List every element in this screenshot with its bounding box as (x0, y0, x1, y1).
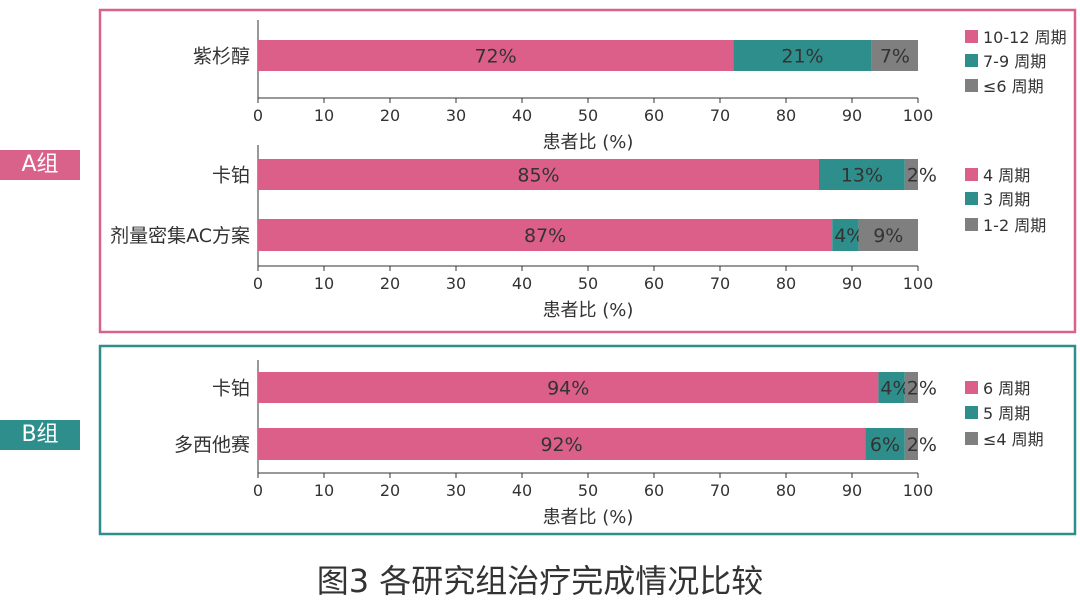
data-label: 6% (870, 434, 900, 456)
x-tick-label: 10 (314, 106, 334, 125)
data-label: 2% (907, 378, 937, 400)
legend-label: 6 周期 (983, 379, 1030, 398)
bar-segment (832, 219, 859, 251)
legend-label: 5 周期 (983, 404, 1030, 423)
group-b-box (98, 344, 1077, 536)
x-tick-label: 70 (710, 274, 730, 293)
x-tick-label: 10 (314, 481, 334, 500)
x-tick-label: 80 (776, 481, 796, 500)
group-a-box (98, 8, 1077, 334)
data-label: 72% (474, 46, 516, 68)
bar-segment (258, 40, 734, 71)
legend-label: 1-2 周期 (983, 216, 1046, 235)
bar-segment (871, 40, 918, 71)
x-tick-label: 0 (253, 274, 263, 293)
category-label: 剂量密集AC方案 (110, 225, 250, 247)
legend-swatch (965, 30, 978, 43)
group-a-label: A组 (0, 150, 80, 180)
x-axis-label: 患者比 (%) (543, 300, 634, 321)
bar-segment (904, 159, 918, 190)
legend-label: 3 周期 (983, 190, 1030, 209)
x-tick-label: 60 (644, 274, 664, 293)
legend-label: ≤4 周期 (983, 430, 1044, 449)
x-tick-label: 20 (380, 106, 400, 125)
x-tick-label: 30 (446, 481, 466, 500)
bar-segment (878, 372, 905, 403)
x-tick-label: 90 (842, 481, 862, 500)
legend-swatch (965, 381, 978, 394)
x-tick-label: 70 (710, 481, 730, 500)
bar-segment (733, 40, 872, 71)
legend-label: 7-9 周期 (983, 52, 1046, 71)
x-tick-label: 90 (842, 274, 862, 293)
x-tick-label: 60 (644, 106, 664, 125)
legend-swatch (965, 168, 978, 181)
figure-title: 图3 各研究组治疗完成情况比较 (316, 562, 764, 600)
legend-swatch (965, 192, 978, 205)
x-tick-label: 40 (512, 274, 532, 293)
x-tick-label: 100 (903, 481, 934, 500)
x-tick-label: 40 (512, 106, 532, 125)
category-label: 卡铂 (212, 378, 250, 400)
x-tick-label: 70 (710, 106, 730, 125)
x-tick-label: 0 (253, 481, 263, 500)
data-label: 13% (841, 165, 883, 187)
data-label: 7% (880, 46, 910, 68)
data-label: 92% (540, 434, 582, 456)
x-axis-label: 患者比 (%) (543, 132, 634, 153)
x-tick-label: 50 (578, 481, 598, 500)
legend-label: 4 周期 (983, 166, 1030, 185)
x-tick-label: 50 (578, 274, 598, 293)
data-label: 9% (873, 225, 903, 247)
category-label: 卡铂 (212, 165, 250, 187)
bar-segment (258, 159, 819, 190)
x-tick-label: 90 (842, 106, 862, 125)
legend-swatch (965, 218, 978, 231)
legend-swatch (965, 79, 978, 92)
data-label: 2% (907, 434, 937, 456)
x-tick-label: 100 (903, 106, 934, 125)
legend-label: ≤6 周期 (983, 77, 1044, 96)
bar-segment (258, 219, 833, 251)
x-tick-label: 60 (644, 481, 664, 500)
group-b-label: B组 (0, 420, 80, 450)
x-tick-label: 30 (446, 274, 466, 293)
x-axis-label: 患者比 (%) (543, 507, 634, 528)
x-tick-label: 40 (512, 481, 532, 500)
x-tick-label: 80 (776, 274, 796, 293)
data-label: 94% (547, 378, 589, 400)
x-tick-label: 80 (776, 106, 796, 125)
legend-swatch (965, 54, 978, 67)
category-label: 多西他赛 (174, 434, 250, 456)
data-label: 4% (880, 378, 910, 400)
x-tick-label: 30 (446, 106, 466, 125)
bar-segment (819, 159, 905, 190)
data-label: 87% (524, 225, 566, 247)
legend-swatch (965, 406, 978, 419)
data-label: 2% (907, 165, 937, 187)
data-label: 4% (834, 225, 864, 247)
data-label: 85% (517, 165, 559, 187)
x-tick-label: 0 (253, 106, 263, 125)
category-label: 紫杉醇 (193, 46, 250, 68)
bar-segment (258, 372, 879, 403)
x-tick-label: 10 (314, 274, 334, 293)
bar-segment (858, 219, 918, 251)
x-tick-label: 20 (380, 481, 400, 500)
x-tick-label: 50 (578, 106, 598, 125)
data-label: 21% (781, 46, 823, 68)
bar-segment (865, 428, 905, 460)
x-tick-label: 20 (380, 274, 400, 293)
legend-swatch (965, 432, 978, 445)
legend-label: 10-12 周期 (983, 28, 1067, 47)
bar-segment (258, 428, 866, 460)
x-tick-label: 100 (903, 274, 934, 293)
bar-segment (904, 372, 918, 403)
bar-segment (904, 428, 918, 460)
